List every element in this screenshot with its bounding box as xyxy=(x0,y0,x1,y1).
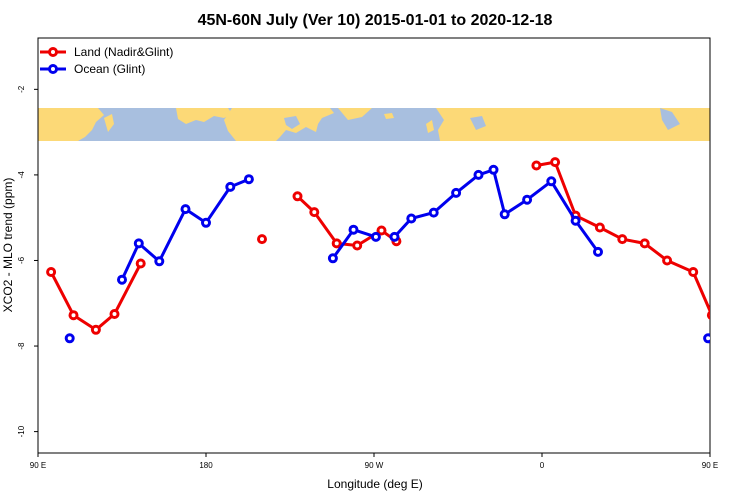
data-point-ocean xyxy=(389,231,400,242)
x-axis-label: Longitude (deg E) xyxy=(327,477,422,491)
data-point-ocean xyxy=(64,333,75,344)
y-tick-label: -10 xyxy=(17,425,26,437)
data-point-ocean xyxy=(522,194,533,205)
map-land-alaska xyxy=(176,108,232,124)
map-land-british-isles xyxy=(426,120,434,133)
map-land-kamchatka-east xyxy=(688,114,698,132)
series-land xyxy=(46,157,738,335)
y-axis: -2 -4 -6 -8 -10 xyxy=(17,85,38,437)
data-point-land xyxy=(352,240,363,251)
data-point-land xyxy=(594,222,605,233)
map-land-europe-asia-east xyxy=(436,108,710,141)
data-point-ocean xyxy=(201,217,211,228)
data-point-ocean xyxy=(180,204,191,215)
legend-label-land: Land (Nadir&Glint) xyxy=(74,45,173,59)
data-point-land xyxy=(292,191,303,202)
data-point-land xyxy=(90,324,101,335)
legend: Land (Nadir&Glint) Ocean (Glint) xyxy=(40,45,173,76)
data-point-land xyxy=(617,234,628,245)
data-point-land xyxy=(109,309,120,319)
legend-swatch-marker-land xyxy=(48,47,58,57)
map-land-north-america xyxy=(224,108,334,141)
data-point-ocean xyxy=(488,164,499,175)
x-axis: 90 E 180 90 W 0 90 E xyxy=(30,453,718,470)
data-point-ocean xyxy=(348,224,359,235)
series-layer xyxy=(46,157,738,344)
data-point-land xyxy=(309,207,320,218)
legend-label-ocean: Ocean (Glint) xyxy=(74,62,145,76)
x-tick-label: 0 xyxy=(540,461,545,470)
data-point-land xyxy=(731,326,738,333)
world-map-strip xyxy=(38,108,710,141)
data-point-ocean xyxy=(593,246,603,257)
data-point-land xyxy=(531,160,542,171)
data-point-ocean xyxy=(703,333,710,344)
series-ocean xyxy=(64,164,710,344)
y-tick-label: -2 xyxy=(17,85,26,93)
map-sea-far-east xyxy=(660,108,680,130)
map-land-hudson-bay xyxy=(284,116,300,129)
data-point-ocean xyxy=(327,253,338,264)
data-point-ocean xyxy=(473,169,484,180)
map-land-eurasia xyxy=(38,108,104,141)
series-line-land xyxy=(49,262,143,332)
series-line-land xyxy=(536,160,710,315)
x-tick-label: 180 xyxy=(199,461,213,470)
data-point-ocean xyxy=(154,256,165,267)
data-point-land xyxy=(135,258,146,269)
y-axis-label: XCO2 - MLO trend (ppm) xyxy=(1,178,15,313)
y-tick-label: -4 xyxy=(17,171,26,179)
data-point-ocean xyxy=(570,215,581,226)
x-tick-label: 90 E xyxy=(702,461,718,470)
x-tick-label: 90 W xyxy=(365,461,384,470)
data-point-ocean xyxy=(243,174,254,185)
data-point-ocean xyxy=(133,238,144,249)
map-land-kamchatka xyxy=(104,114,114,132)
map-land-greenland xyxy=(338,108,372,120)
data-point-land xyxy=(706,310,710,320)
data-point-land xyxy=(550,157,561,168)
data-point-land xyxy=(639,238,650,249)
x-tick-label: 90 E xyxy=(30,461,46,470)
data-point-ocean xyxy=(499,209,510,220)
data-point-land xyxy=(68,310,79,321)
series-line-ocean xyxy=(393,168,600,253)
data-point-land xyxy=(662,255,673,266)
y-tick-label: -6 xyxy=(17,256,26,264)
data-point-ocean xyxy=(117,274,127,285)
legend-swatch-marker-ocean xyxy=(48,64,58,74)
data-point-land xyxy=(688,267,699,277)
data-point-land xyxy=(376,225,387,236)
data-point-ocean xyxy=(546,176,557,187)
data-point-ocean xyxy=(406,213,417,224)
data-point-ocean xyxy=(428,207,439,218)
data-point-ocean xyxy=(451,187,462,198)
data-point-land xyxy=(46,267,57,277)
chart-title: 45N-60N July (Ver 10) 2015-01-01 to 2020… xyxy=(198,12,553,29)
data-point-ocean xyxy=(370,231,381,242)
map-sea-europe xyxy=(470,116,486,130)
map-land-iceland xyxy=(384,113,394,119)
y-tick-label: -8 xyxy=(17,342,26,350)
data-point-ocean xyxy=(225,181,236,192)
data-point-land xyxy=(331,238,342,249)
data-point-land xyxy=(257,234,267,245)
